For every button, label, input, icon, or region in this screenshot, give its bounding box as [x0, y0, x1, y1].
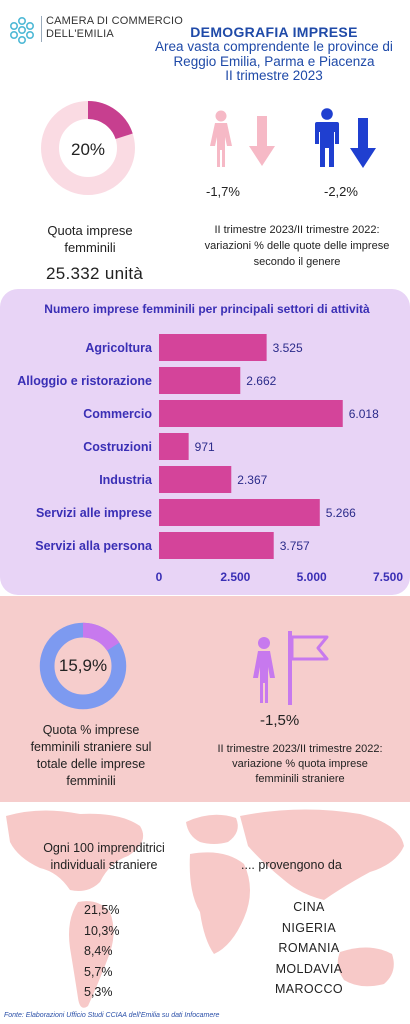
category-label: Commercio — [83, 407, 152, 421]
source-note: Fonte: Elaborazioni Ufficio Studi CCIAA … — [4, 1012, 220, 1019]
category-label: Servizi alle imprese — [36, 506, 152, 520]
origin-country: MAROCCO — [274, 982, 344, 996]
tick-label: 2.500 — [220, 570, 250, 584]
foreign-variation: -1,5% — [260, 712, 300, 729]
origin-country: CINA — [293, 900, 325, 914]
flag-icon — [288, 631, 329, 705]
foreign-label-1: Quota % imprese — [42, 723, 140, 737]
foreign-variation-note: II trimestre 2023/II trimestre 2022: var… — [196, 742, 404, 787]
value-label: 971 — [195, 440, 215, 454]
female-share-percent: 20% — [70, 140, 106, 159]
title-sub-2: Reggio Emilia, Parma e Piacenza — [173, 53, 375, 69]
origin-countries: CINA NIGERIA ROMANIA MOLDAVIA MAROCCO — [250, 897, 368, 1000]
logo-divider — [41, 16, 42, 42]
origins-intro: Ogni 100 imprenditrici individuali stran… — [30, 840, 178, 874]
foreign-note-3: femminili straniere — [255, 773, 345, 785]
gender-note-1: II trimestre 2023/II trimestre 2022: — [214, 224, 380, 236]
chart-title: Numero imprese femminili per principali … — [44, 302, 370, 316]
title-sub-3: II trimestre 2023 — [225, 68, 323, 83]
value-label: 3.757 — [280, 539, 310, 553]
chamber-name: CAMERA DI COMMERCIO DELL'EMILIA — [41, 15, 184, 42]
page-title: DEMOGRAFIA IMPRESE Area vasta comprenden… — [140, 24, 408, 84]
origin-share: 8,4% — [84, 944, 113, 958]
bar — [159, 433, 189, 460]
gender-variation-note: II trimestre 2023/II trimestre 2022: var… — [190, 222, 404, 270]
woman-icon — [253, 637, 275, 703]
title-sub-1: Area vasta comprendente le province di — [155, 39, 393, 54]
origin-country: MOLDAVIA — [275, 961, 343, 976]
foreign-share-label: Quota % imprese femminili straniere sul … — [22, 722, 160, 790]
origins-intro-1: Ogni 100 imprenditrici — [43, 841, 165, 855]
tick-label: 0 — [156, 570, 163, 584]
origin-share: 10,3% — [84, 923, 120, 938]
man-icon — [315, 108, 339, 167]
donut-female-arc — [87, 101, 133, 140]
category-label: Industria — [99, 473, 153, 487]
female-share-label: Quota imprese femminili — [26, 222, 154, 256]
origin-country: ROMANIA — [278, 941, 340, 955]
foreign-note-1: II trimestre 2023/II trimestre 2022: — [217, 743, 383, 755]
origin-shares: 21,5% 10,3% 8,4% 5,7% 5,3% — [84, 900, 144, 1003]
origin-share: 21,5% — [84, 903, 120, 917]
origins-intro-2: individuali straniere — [50, 858, 158, 872]
bar — [159, 499, 320, 526]
foreign-share-donut — [39, 622, 127, 710]
bar — [159, 532, 274, 559]
bar — [159, 400, 343, 427]
value-label: 6.018 — [349, 407, 379, 421]
origin-country: NIGERIA — [281, 920, 337, 935]
tick-label: 7.500 — [373, 570, 403, 584]
value-label: 2.367 — [237, 473, 267, 487]
category-label: Servizi alla persona — [35, 539, 153, 553]
female-share-donut — [41, 101, 135, 195]
logo-icon — [10, 16, 34, 44]
foreign-note-2: variazione % quota imprese — [232, 758, 368, 770]
sector-bar-chart: Agricoltura 3.525 Alloggio e ristorazione 2… — [17, 334, 403, 584]
value-label: 2.662 — [246, 374, 276, 388]
female-enterprise-units: 25.332 unità — [46, 264, 144, 283]
foreign-share-percent: 15,9% — [58, 656, 108, 675]
female-share-label-2: femminili — [64, 240, 116, 255]
chamber-name-line1: CAMERA DI COMMERCIO — [46, 15, 184, 27]
woman-icon — [210, 110, 232, 167]
donut-foreign-arc — [82, 622, 120, 651]
category-label: Agricoltura — [85, 341, 153, 355]
arrow-down-icon — [350, 118, 376, 168]
world-map-icon — [6, 809, 404, 1008]
women-variation: -1,7% — [206, 184, 240, 199]
category-label: Alloggio e ristorazione — [17, 374, 152, 388]
bar — [159, 367, 241, 394]
foreign-label-2: femminili straniere sul — [30, 740, 152, 754]
arrow-down-icon — [249, 116, 275, 166]
origin-share: 5,3% — [84, 985, 113, 999]
foreign-label-4: femminili — [66, 774, 116, 788]
tick-label: 5.000 — [297, 570, 327, 584]
chamber-name-line2: DELL'EMILIA — [46, 28, 114, 40]
female-share-label-1: Quota imprese — [47, 223, 133, 238]
bar — [159, 334, 267, 361]
value-label: 5.266 — [326, 506, 356, 520]
category-label: Costruzioni — [83, 440, 152, 454]
title-main: DEMOGRAFIA IMPRESE — [190, 24, 358, 40]
men-variation: -2,2% — [324, 184, 358, 199]
gender-note-3: secondo il genere — [253, 256, 341, 268]
gender-note-2: variazioni % delle quote delle imprese — [204, 240, 390, 252]
origin-share: 5,7% — [84, 964, 113, 979]
bar — [159, 466, 232, 493]
value-label: 3.525 — [273, 341, 303, 355]
foreign-label-3: totale delle imprese — [36, 757, 146, 771]
origins-come-from: .... provengono da — [241, 858, 342, 872]
